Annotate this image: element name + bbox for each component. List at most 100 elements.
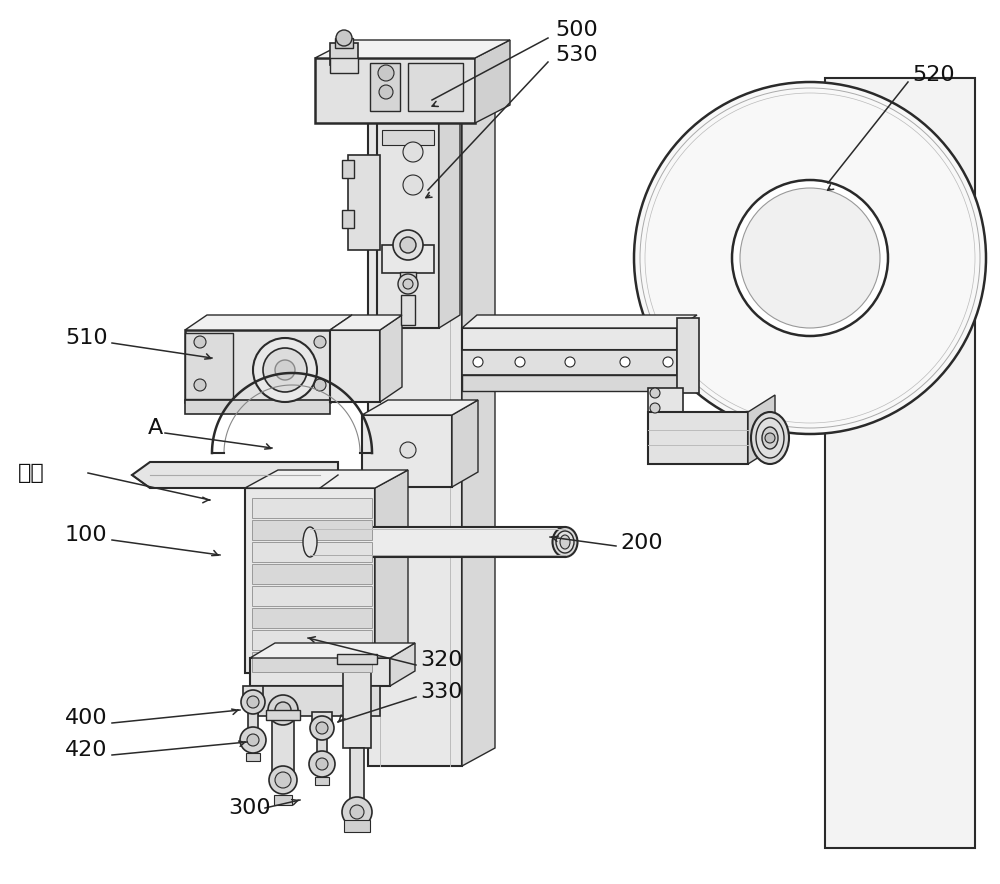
Text: 100: 100 [65,525,108,545]
Circle shape [309,751,335,777]
Bar [252,498,372,518]
Polygon shape [330,315,402,330]
Circle shape [400,442,416,458]
Text: 200: 200 [620,533,663,553]
Bar [330,43,358,65]
Circle shape [269,766,297,794]
Bar [677,318,699,393]
Bar [252,520,372,540]
Polygon shape [315,40,510,58]
Bar [377,123,439,328]
Circle shape [650,388,660,398]
Ellipse shape [751,412,789,464]
Polygon shape [250,643,415,658]
Bar [362,415,452,487]
Bar [344,820,370,832]
Ellipse shape [756,418,784,458]
Bar [408,63,463,111]
Polygon shape [462,60,495,766]
Bar [252,608,372,628]
Circle shape [310,716,334,740]
Bar [350,748,364,813]
Circle shape [268,695,298,725]
Bar [315,777,329,785]
Circle shape [740,188,880,328]
Ellipse shape [556,531,574,553]
Bar [266,710,300,720]
Bar [401,295,415,325]
Bar [243,686,263,702]
Bar [315,58,475,123]
Bar [343,658,371,748]
Bar [382,130,434,145]
Circle shape [275,360,295,380]
Bar [342,160,354,178]
Bar [330,330,380,402]
Circle shape [400,237,416,253]
Polygon shape [132,462,338,488]
Bar [245,488,375,673]
Text: 510: 510 [65,328,108,348]
Bar [348,155,380,250]
Bar [335,38,353,48]
Polygon shape [330,315,352,402]
Bar [252,586,372,606]
Text: 400: 400 [65,708,108,728]
Circle shape [634,82,986,434]
Circle shape [275,702,291,718]
Polygon shape [825,78,975,848]
Circle shape [403,279,413,289]
Circle shape [194,336,206,348]
Polygon shape [362,400,478,415]
Text: 520: 520 [912,65,955,85]
Circle shape [314,336,326,348]
Circle shape [194,379,206,391]
Bar [330,58,358,73]
Ellipse shape [303,527,317,557]
Circle shape [349,647,365,663]
Bar [252,542,372,562]
Bar [462,328,677,350]
Circle shape [403,175,423,195]
Circle shape [314,379,326,391]
Bar [382,245,434,273]
Bar [648,412,748,464]
Polygon shape [380,315,402,402]
Polygon shape [368,60,495,78]
Bar [252,564,372,584]
Circle shape [473,357,483,367]
Circle shape [515,357,525,367]
Text: 420: 420 [65,740,108,760]
Bar [370,63,400,111]
Circle shape [263,348,307,392]
Bar [252,630,372,650]
Polygon shape [748,395,775,464]
Polygon shape [185,315,352,330]
Circle shape [253,338,317,402]
Circle shape [342,797,372,827]
Text: 330: 330 [420,682,462,702]
Circle shape [316,722,328,734]
Bar [258,686,380,716]
Circle shape [241,690,265,714]
Circle shape [378,65,394,81]
Circle shape [350,805,364,819]
Polygon shape [452,400,478,487]
Polygon shape [375,470,408,673]
Circle shape [275,772,291,788]
Circle shape [650,403,660,413]
Ellipse shape [560,535,570,549]
Polygon shape [475,40,510,123]
Bar [312,712,332,728]
Bar [274,795,292,805]
Text: 500: 500 [555,20,598,40]
Bar [185,400,330,414]
Bar [310,527,565,557]
Polygon shape [439,110,460,328]
Circle shape [620,357,630,367]
Bar [252,652,372,672]
Bar [185,330,330,402]
Polygon shape [462,315,697,328]
Circle shape [341,639,373,671]
Circle shape [398,274,418,294]
